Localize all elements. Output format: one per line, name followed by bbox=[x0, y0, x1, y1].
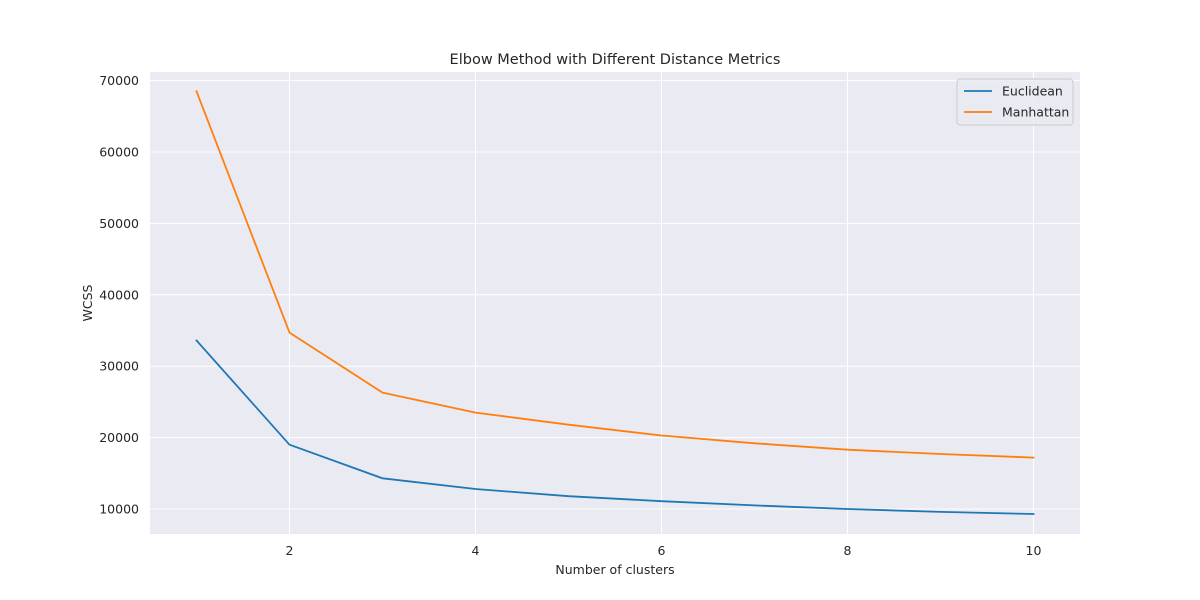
x-tick-label: 10 bbox=[1026, 543, 1042, 558]
y-tick-label: 30000 bbox=[99, 359, 139, 374]
x-tick-label: 4 bbox=[472, 543, 480, 558]
legend-label-manhattan: Manhattan bbox=[1002, 105, 1069, 120]
x-tick-label: 8 bbox=[844, 543, 852, 558]
y-axis-label: WCSS bbox=[80, 284, 95, 321]
y-tick-label: 50000 bbox=[99, 216, 139, 231]
x-tick-label: 6 bbox=[658, 543, 666, 558]
legend: Euclidean Manhattan bbox=[956, 78, 1074, 126]
series-line-manhattan bbox=[195, 90, 1035, 459]
series-layer bbox=[195, 90, 1035, 515]
x-axis-label: Number of clusters bbox=[555, 562, 674, 577]
y-tick-label: 60000 bbox=[99, 144, 139, 159]
y-tick-label: 40000 bbox=[99, 287, 139, 302]
legend-label-euclidean: Euclidean bbox=[1002, 84, 1063, 99]
y-tick-label: 20000 bbox=[99, 430, 139, 445]
y-tick-label: 70000 bbox=[99, 73, 139, 88]
series-line-euclidean bbox=[195, 339, 1035, 515]
grid bbox=[150, 72, 1080, 534]
tick-labels: 2 4 6 8 10 10000 20000 30000 40000 50000 60000 7000… bbox=[99, 73, 1041, 558]
plot-background bbox=[150, 72, 1080, 534]
x-tick-label: 2 bbox=[286, 543, 294, 558]
y-tick-label: 10000 bbox=[99, 502, 139, 517]
chart-title: Elbow Method with Different Distance Met… bbox=[450, 52, 781, 68]
